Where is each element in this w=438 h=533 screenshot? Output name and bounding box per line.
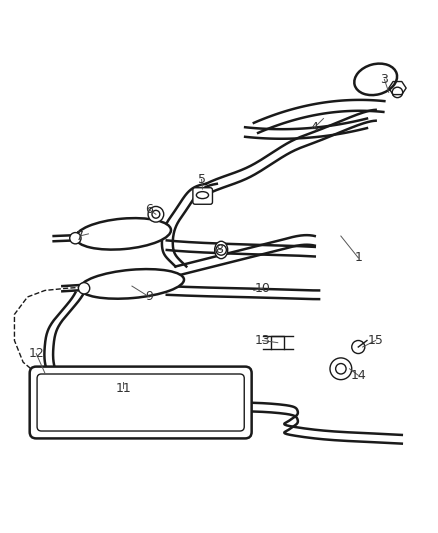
FancyBboxPatch shape — [193, 188, 212, 204]
FancyBboxPatch shape — [37, 374, 244, 431]
Text: 9: 9 — [145, 290, 153, 303]
Text: 11: 11 — [115, 382, 131, 395]
Text: 4: 4 — [311, 121, 319, 134]
Ellipse shape — [75, 218, 171, 249]
Text: 13: 13 — [254, 334, 270, 347]
Text: 1: 1 — [354, 251, 362, 264]
Circle shape — [392, 87, 403, 98]
Text: 6: 6 — [145, 204, 153, 216]
Text: 15: 15 — [368, 334, 384, 347]
Text: 12: 12 — [28, 347, 44, 360]
Ellipse shape — [354, 63, 397, 95]
Circle shape — [78, 282, 90, 294]
Ellipse shape — [80, 269, 184, 298]
Text: 14: 14 — [350, 369, 366, 382]
Circle shape — [330, 358, 352, 379]
Text: 5: 5 — [198, 173, 205, 186]
Circle shape — [148, 206, 164, 222]
Ellipse shape — [196, 192, 208, 199]
Text: 7: 7 — [76, 230, 84, 243]
Circle shape — [70, 232, 81, 244]
Circle shape — [352, 341, 365, 353]
Text: 10: 10 — [254, 282, 270, 295]
Text: 3: 3 — [381, 73, 389, 86]
Ellipse shape — [215, 241, 228, 259]
FancyBboxPatch shape — [30, 367, 252, 439]
Text: 8: 8 — [215, 243, 223, 256]
